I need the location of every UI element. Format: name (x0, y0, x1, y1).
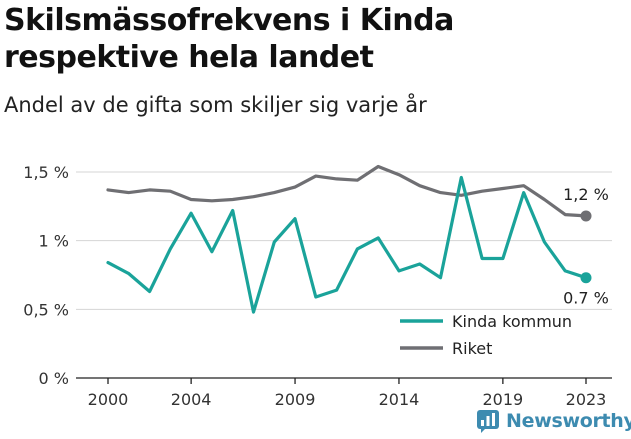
end-label-layer: 0.7 % 1,2 % (563, 185, 609, 308)
brand: Newsworthy (476, 408, 631, 434)
series-end-point-kinda-kommun (580, 272, 592, 284)
chart-subtitle: Andel av de gifta som skiljer sig varje … (4, 93, 427, 117)
x-tick-label: 2000 (88, 390, 129, 409)
newsworthy-logo-icon (477, 410, 499, 433)
x-tick-label: 2014 (379, 390, 420, 409)
end-label-kinda-kommun: 0.7 % (563, 289, 609, 308)
x-tick-label: 2023 (566, 390, 607, 409)
series-line-kinda-kommun (106, 175, 588, 314)
axis-layer: 0 % 0,5 % 1 % 1,5 % 2000 2004 2009 2014 2019 2023 (23, 163, 612, 409)
brand-name: Newsworthy (506, 410, 631, 432)
y-tick-label: 1 % (39, 232, 69, 251)
grid-layer (76, 171, 612, 310)
legend: Kinda kommun Riket (400, 312, 572, 358)
chart-title: Skilsmässofrekvens i Kinda respektive he… (4, 3, 454, 75)
y-tick-label: 0 % (39, 369, 69, 388)
x-tick-label: 2019 (483, 390, 524, 409)
x-tick-label: 2004 (171, 390, 212, 409)
legend-label-riket: Riket (452, 339, 492, 358)
x-tick-label: 2009 (275, 390, 316, 409)
series-end-point-riket (580, 210, 592, 222)
legend-label-kinda-kommun: Kinda kommun (452, 312, 572, 331)
end-label-riket: 1,2 % (563, 185, 609, 204)
series-line-riket (106, 164, 588, 218)
y-tick-label: 1,5 % (23, 163, 69, 182)
series-layer (106, 164, 592, 314)
y-tick-label: 0,5 % (23, 300, 69, 319)
